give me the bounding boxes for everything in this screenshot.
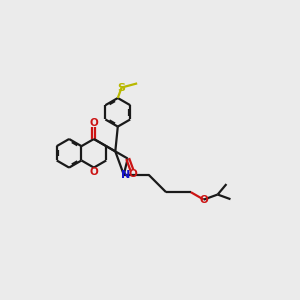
Text: S: S (118, 82, 126, 92)
Text: N: N (121, 170, 130, 180)
Text: O: O (89, 118, 98, 128)
Text: O: O (199, 195, 208, 205)
Text: O: O (89, 167, 98, 177)
Text: O: O (129, 169, 138, 179)
